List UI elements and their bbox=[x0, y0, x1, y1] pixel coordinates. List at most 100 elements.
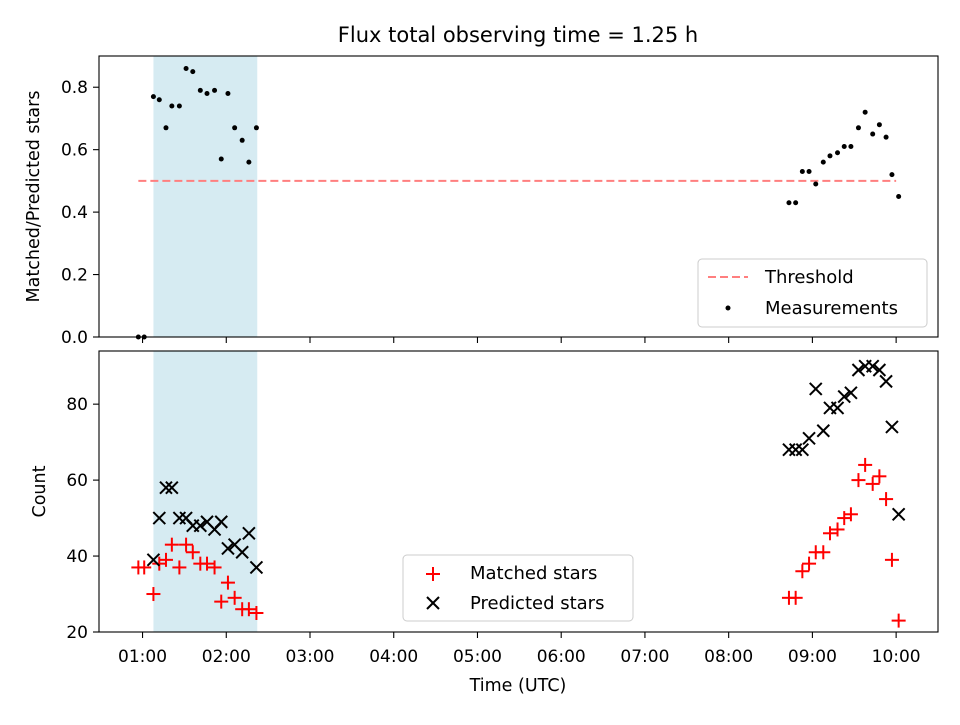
predicted-star-point bbox=[165, 480, 179, 495]
chart-title: Flux total observing time = 1.25 h bbox=[338, 23, 698, 47]
predicted-star-point bbox=[809, 382, 823, 396]
x-tick-label: 04:00 bbox=[369, 647, 418, 667]
matched-star-point bbox=[802, 556, 817, 571]
matched-star-point bbox=[146, 587, 161, 602]
bottom-legend: Matched stars Predicted stars bbox=[402, 554, 634, 622]
measurement-point bbox=[212, 87, 218, 93]
predicted-star-point bbox=[235, 545, 249, 559]
predicted-star-point bbox=[221, 541, 235, 556]
measurement-point bbox=[150, 94, 156, 100]
top-y-axis-label: Matched/Predicted stars bbox=[24, 91, 44, 303]
predicted-star-point bbox=[865, 359, 880, 373]
x-tick-label: 03:00 bbox=[286, 647, 335, 667]
matched-star-point bbox=[884, 552, 899, 567]
measurement-point bbox=[848, 144, 854, 150]
measurement-point bbox=[156, 97, 162, 103]
measurement-point bbox=[239, 137, 245, 143]
predicted-star-point bbox=[872, 363, 887, 377]
measurement-point bbox=[876, 122, 882, 128]
matched-star-point bbox=[851, 473, 866, 488]
predicted-star-point bbox=[802, 431, 816, 446]
matched-star-point bbox=[249, 606, 264, 621]
measurement-point bbox=[163, 125, 169, 131]
matched-star-point bbox=[788, 590, 803, 605]
top-panel: 0.00.20.40.60.8 Matched/Predicted stars … bbox=[24, 55, 939, 348]
y-tick-label: 80 bbox=[66, 395, 88, 415]
measurement-point bbox=[786, 200, 792, 206]
y-tick-label: 20 bbox=[66, 623, 88, 643]
legend-measurement-label: Measurements bbox=[765, 298, 898, 319]
x-tick-label: 08:00 bbox=[704, 647, 753, 667]
legend-matched-swatch bbox=[426, 567, 440, 581]
bottom-y-axis-label: Count bbox=[30, 465, 50, 517]
matched-star-point bbox=[795, 564, 810, 579]
measurement-point bbox=[218, 156, 224, 162]
predicted-star-point bbox=[837, 389, 851, 404]
matched-star-point bbox=[164, 537, 179, 552]
x-axis-label: Time (UTC) bbox=[469, 676, 567, 696]
matched-star-point bbox=[858, 457, 873, 472]
top-legend: Threshold Measurements bbox=[697, 258, 928, 328]
top-axes-frame bbox=[98, 55, 939, 338]
matched-star-point bbox=[872, 469, 887, 484]
measurement-point bbox=[806, 169, 812, 175]
x-tick-label: 06:00 bbox=[537, 647, 586, 667]
measurement-point bbox=[190, 69, 196, 75]
matched-star-point bbox=[865, 476, 880, 491]
predicted-star-point bbox=[249, 560, 264, 575]
legend-measurement-swatch bbox=[725, 305, 731, 311]
measurement-point bbox=[253, 125, 259, 131]
predicted-star-point bbox=[851, 363, 866, 377]
matched-star-point bbox=[822, 526, 837, 541]
measurement-point bbox=[197, 87, 203, 93]
matched-star-point bbox=[891, 613, 906, 628]
y-tick-label: 40 bbox=[66, 547, 88, 567]
measurement-point bbox=[225, 90, 231, 96]
x-tick-label: 09:00 bbox=[788, 647, 837, 667]
legend-threshold-label: Threshold bbox=[764, 267, 854, 288]
measurement-point bbox=[169, 103, 175, 109]
matched-star-point bbox=[220, 575, 235, 590]
matched-star-point bbox=[830, 522, 845, 537]
bottom-y-axis: 20 40 60 80 bbox=[66, 395, 99, 643]
legend-matched-label: Matched stars bbox=[470, 563, 597, 584]
measurement-point bbox=[889, 172, 895, 178]
bottom-x-axis: 01:00 02:00 03:00 04:00 05:00 06:00 07:00 08:00… bbox=[118, 632, 921, 667]
legend-predicted-label: Predicted stars bbox=[470, 593, 604, 614]
x-tick-label: 01:00 bbox=[118, 647, 167, 667]
predicted-star-point bbox=[795, 443, 810, 457]
measurement-point bbox=[835, 150, 841, 156]
measurement-point bbox=[841, 144, 847, 150]
measurement-point bbox=[176, 103, 182, 109]
measurement-point bbox=[870, 131, 876, 137]
matched-star-point bbox=[185, 545, 200, 560]
matched-star-point bbox=[179, 537, 194, 552]
matched-star-point bbox=[207, 560, 222, 575]
matched-star-point bbox=[241, 602, 256, 617]
predicted-star-point bbox=[146, 553, 161, 567]
observing-window-shade bbox=[153, 56, 258, 337]
y-tick-label: 0.4 bbox=[61, 203, 88, 223]
measurement-point bbox=[862, 109, 868, 115]
measurement-point bbox=[204, 90, 210, 96]
predicted-star-points bbox=[146, 359, 906, 575]
x-tick-label: 10:00 bbox=[872, 647, 921, 667]
predicted-star-point bbox=[844, 386, 858, 400]
measurement-points bbox=[135, 65, 902, 340]
x-tick-label: 07:00 bbox=[620, 647, 669, 667]
y-tick-label: 0.8 bbox=[61, 78, 88, 98]
predicted-star-point bbox=[879, 374, 893, 389]
predicted-star-point bbox=[152, 511, 166, 525]
matched-star-point bbox=[172, 560, 187, 575]
matched-star-point bbox=[227, 590, 242, 605]
predicted-star-point bbox=[214, 515, 228, 529]
predicted-star-point bbox=[159, 480, 173, 495]
measurement-point bbox=[883, 134, 889, 140]
y-tick-label: 60 bbox=[66, 471, 88, 491]
matched-star-point bbox=[158, 552, 173, 567]
measurement-point bbox=[799, 169, 805, 175]
matched-star-point bbox=[200, 556, 215, 571]
measurement-point bbox=[793, 200, 799, 206]
top-y-axis: 0.0 0.2 0.4 0.6 0.8 bbox=[61, 78, 99, 348]
